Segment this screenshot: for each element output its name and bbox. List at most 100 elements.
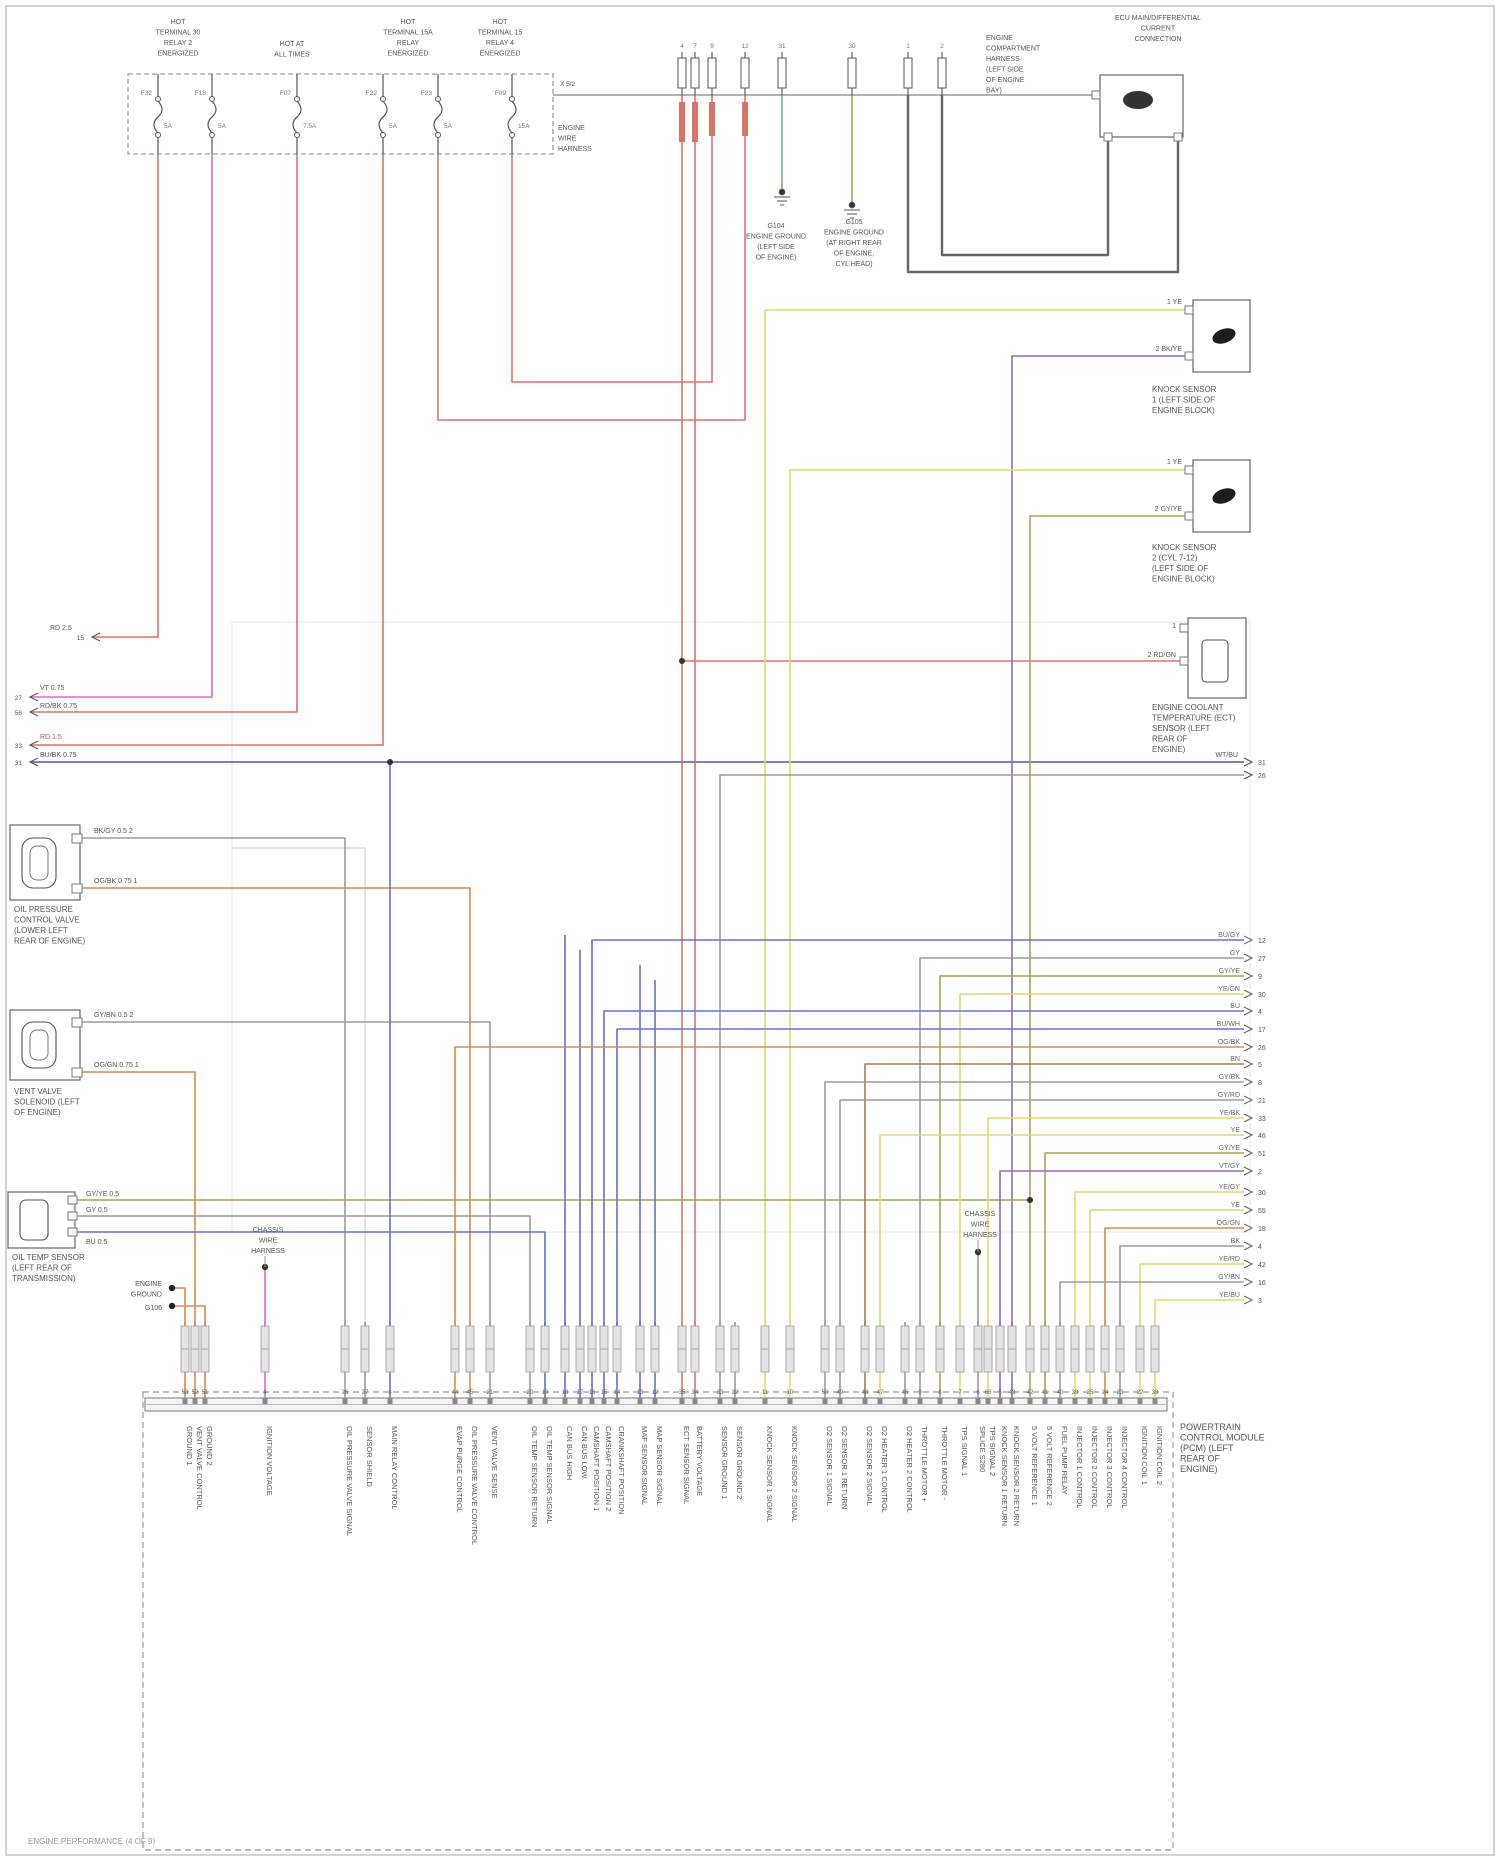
terminal-arrow — [1243, 1295, 1254, 1305]
label-kaP2: 2 BK/YE — [1156, 346, 1183, 353]
label-tr: OF ENGINE — [986, 77, 1025, 84]
pcm-pin — [262, 1398, 268, 1404]
fuse-name: F22 — [366, 90, 378, 97]
ground-symbol-g105 — [844, 201, 860, 219]
label-lw2: VT 0.75 — [40, 685, 64, 692]
label-tr: COMPARTMENT — [986, 46, 1041, 53]
wire-knock2-yellow — [789, 469, 1185, 1330]
bundle-wire — [987, 1117, 1244, 1330]
left-terminations — [28, 632, 101, 767]
pcm-pin — [937, 1398, 943, 1404]
junction-connector — [937, 57, 947, 89]
pin-number: 16 — [1258, 1280, 1266, 1287]
label-lw4: RD 1.5 — [40, 734, 62, 741]
pcm-pin-function: IGNITION VOLTAGE — [265, 1426, 274, 1496]
wire-gray-right — [719, 774, 1244, 1330]
pcm-pin — [342, 1398, 348, 1404]
label-f3: TERMINAL 15 — [478, 30, 523, 37]
label-spl1: WIRE — [259, 1238, 278, 1245]
pcm-pin-function: GROUND 2 — [205, 1426, 214, 1466]
label-lp2: 27 — [15, 695, 23, 702]
pcm-pin — [467, 1398, 473, 1404]
label-tr: BAY) — [986, 88, 1002, 95]
bundle-wire — [454, 1046, 1244, 1330]
label-kaP1: 1 YE — [1167, 299, 1182, 306]
pcm-pin-number: 16 — [589, 1390, 596, 1396]
ground-dot — [168, 1302, 176, 1310]
pcm-pin-function: INJECTOR 3 CONTROL — [1105, 1426, 1114, 1508]
pin-number: 26 — [1258, 1045, 1266, 1052]
wire-knock1-yellow — [764, 309, 1185, 1330]
pin-number: 55 — [1258, 1208, 1266, 1215]
wire-fuse4 — [30, 154, 384, 746]
pcm-pin-function: O2 SENSOR 1 SIGNAL — [825, 1426, 834, 1506]
pcm-pin-function: OIL TEMP SENSOR SIGNAL — [545, 1426, 554, 1524]
pcm-pin — [589, 1398, 595, 1404]
pcm-pin — [601, 1398, 607, 1404]
pcm-pin-function: VENT VALVE CONTROL — [195, 1426, 204, 1510]
pcm-pin-function: CAMSHAFT POSITION 1 — [592, 1426, 601, 1511]
wire-code: YE/GY — [1219, 1184, 1241, 1191]
bundle-wire — [603, 1010, 1244, 1330]
bundle-wire — [1139, 1263, 1244, 1330]
bundle-wire — [1059, 1281, 1244, 1330]
pcm-pin — [837, 1398, 843, 1404]
pcm-pin — [1152, 1398, 1158, 1404]
label-f2: ENERGIZED — [388, 51, 429, 58]
pin-number: 51 — [1258, 1151, 1266, 1158]
label-ew2: ENGINE — [558, 125, 585, 132]
pin — [71, 1017, 83, 1028]
label-oc2: OF ENGINE) — [14, 1108, 61, 1117]
terminal-arrow — [1243, 1148, 1254, 1158]
pin — [67, 1195, 78, 1205]
pcm-pin-function: O2 HEATER 2 CONTROL — [905, 1426, 914, 1513]
pcm-pin — [527, 1398, 533, 1404]
fuse-amp: 15A — [518, 123, 530, 130]
label-c2a: GY/BN 0.5 2 — [94, 1012, 133, 1019]
pcm-pin-function: SENSOR GROUND 1 — [720, 1426, 729, 1499]
inline-connector — [692, 102, 698, 142]
pcm-pin-number: 46 — [902, 1390, 909, 1396]
inline-connector — [742, 102, 748, 136]
fuse-element — [153, 100, 163, 134]
label-ect: SENSOR (LEFT — [1152, 724, 1210, 733]
label-g104: OF ENGINE) — [756, 255, 797, 262]
page-border — [5, 5, 1495, 1856]
pin-number: 18 — [1258, 1226, 1266, 1233]
wire-code: GY/YE — [1219, 1145, 1241, 1152]
pcm-pin-number: 44 — [452, 1390, 459, 1396]
terminal-arrow — [1243, 953, 1254, 963]
fuse-amp: 7.5A — [303, 123, 317, 130]
pcm-pin-number: 48 — [862, 1390, 869, 1396]
pcm-pin-number: 19 — [542, 1390, 549, 1396]
pcm-pin-function: THROTTLE MOTOR - — [940, 1426, 949, 1501]
sensor-pin — [1184, 465, 1194, 475]
pcm-pin-number: 38 — [1152, 1390, 1159, 1396]
pin — [71, 833, 83, 844]
pcm-pin-function: IGNITION COIL 2 — [1155, 1426, 1164, 1485]
pcm-pin-function: CRANKSHAFT POSITION — [617, 1426, 626, 1515]
fuse-element — [378, 100, 388, 134]
label-kb: KNOCK SENSOR — [1152, 543, 1217, 552]
fuse-name: F32 — [141, 90, 153, 97]
inline-connector — [679, 102, 685, 142]
pcm-pin-function: IGNITION COIL 1 — [1140, 1426, 1149, 1485]
wire-loop2 — [511, 95, 713, 383]
junction-pin-number: 31 — [778, 43, 786, 50]
bundle-wire — [1104, 1227, 1244, 1330]
wire-knock2-olive — [1029, 515, 1185, 1330]
terminal-arrow — [90, 632, 101, 642]
bundle-wire — [824, 1081, 1244, 1330]
pcm-pin — [1057, 1398, 1063, 1404]
wire-code: YE/GN — [1218, 986, 1240, 993]
bundle-wire — [591, 939, 1244, 1330]
pcm-pin-number: 22 — [1137, 1390, 1144, 1396]
pcm-pin-function: CAN BUS LOW — [580, 1426, 589, 1479]
pcm-pin-function: SENSOR GROUND 2 — [735, 1426, 744, 1499]
label-g105: CYL HEAD) — [835, 261, 872, 268]
ecu-pin — [1103, 132, 1113, 142]
label-ecu: CONNECTION — [1134, 36, 1181, 43]
terminal-arrow — [28, 692, 39, 702]
pcm-pin-number: 52 — [192, 1390, 199, 1396]
fuse-element — [207, 100, 217, 134]
